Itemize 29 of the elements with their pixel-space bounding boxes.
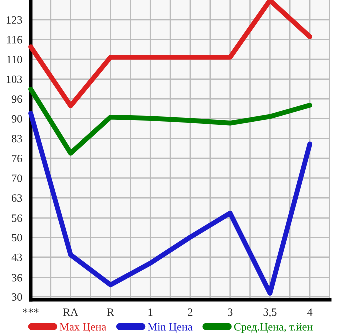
line-series (28, 86, 312, 156)
x-tick-label: 2 (188, 308, 193, 316)
y-tick-label: 90 (12, 115, 22, 123)
x-tick-label: *** (23, 308, 39, 313)
line-series (28, 111, 312, 296)
y-tick-label: 36 (12, 274, 22, 282)
y-tick-label: 76 (12, 154, 22, 162)
y-tick-label: 96 (12, 96, 22, 104)
x-tick-label: RA (63, 308, 79, 316)
y-tick-label: 116 (7, 36, 22, 44)
y-tick-label: 123 (6, 16, 22, 24)
y-tick-label: 70 (12, 174, 22, 182)
y-tick-label: 103 (6, 76, 22, 84)
y-tick-label: 63 (12, 194, 22, 202)
legend-label: Сред.Цена, т.йен (234, 323, 313, 334)
y-tick-label: 83 (12, 135, 22, 143)
y-tick-label: 30 (12, 293, 22, 301)
x-tick-label: 4 (308, 308, 313, 316)
y-tick-label: 56 (12, 214, 22, 222)
legend-label: Max Цена (60, 323, 106, 334)
y-tick-label: 43 (12, 254, 22, 262)
x-tick-label: 3,5 (264, 308, 277, 318)
x-tick-label: R (107, 308, 114, 316)
legend-label: Min Цена (148, 323, 193, 334)
x-tick-label: 1 (148, 308, 153, 316)
line-series (28, 0, 312, 108)
y-tick-label: 50 (12, 234, 22, 242)
x-tick-label: 3 (228, 308, 233, 316)
y-tick-label: 110 (7, 56, 22, 64)
